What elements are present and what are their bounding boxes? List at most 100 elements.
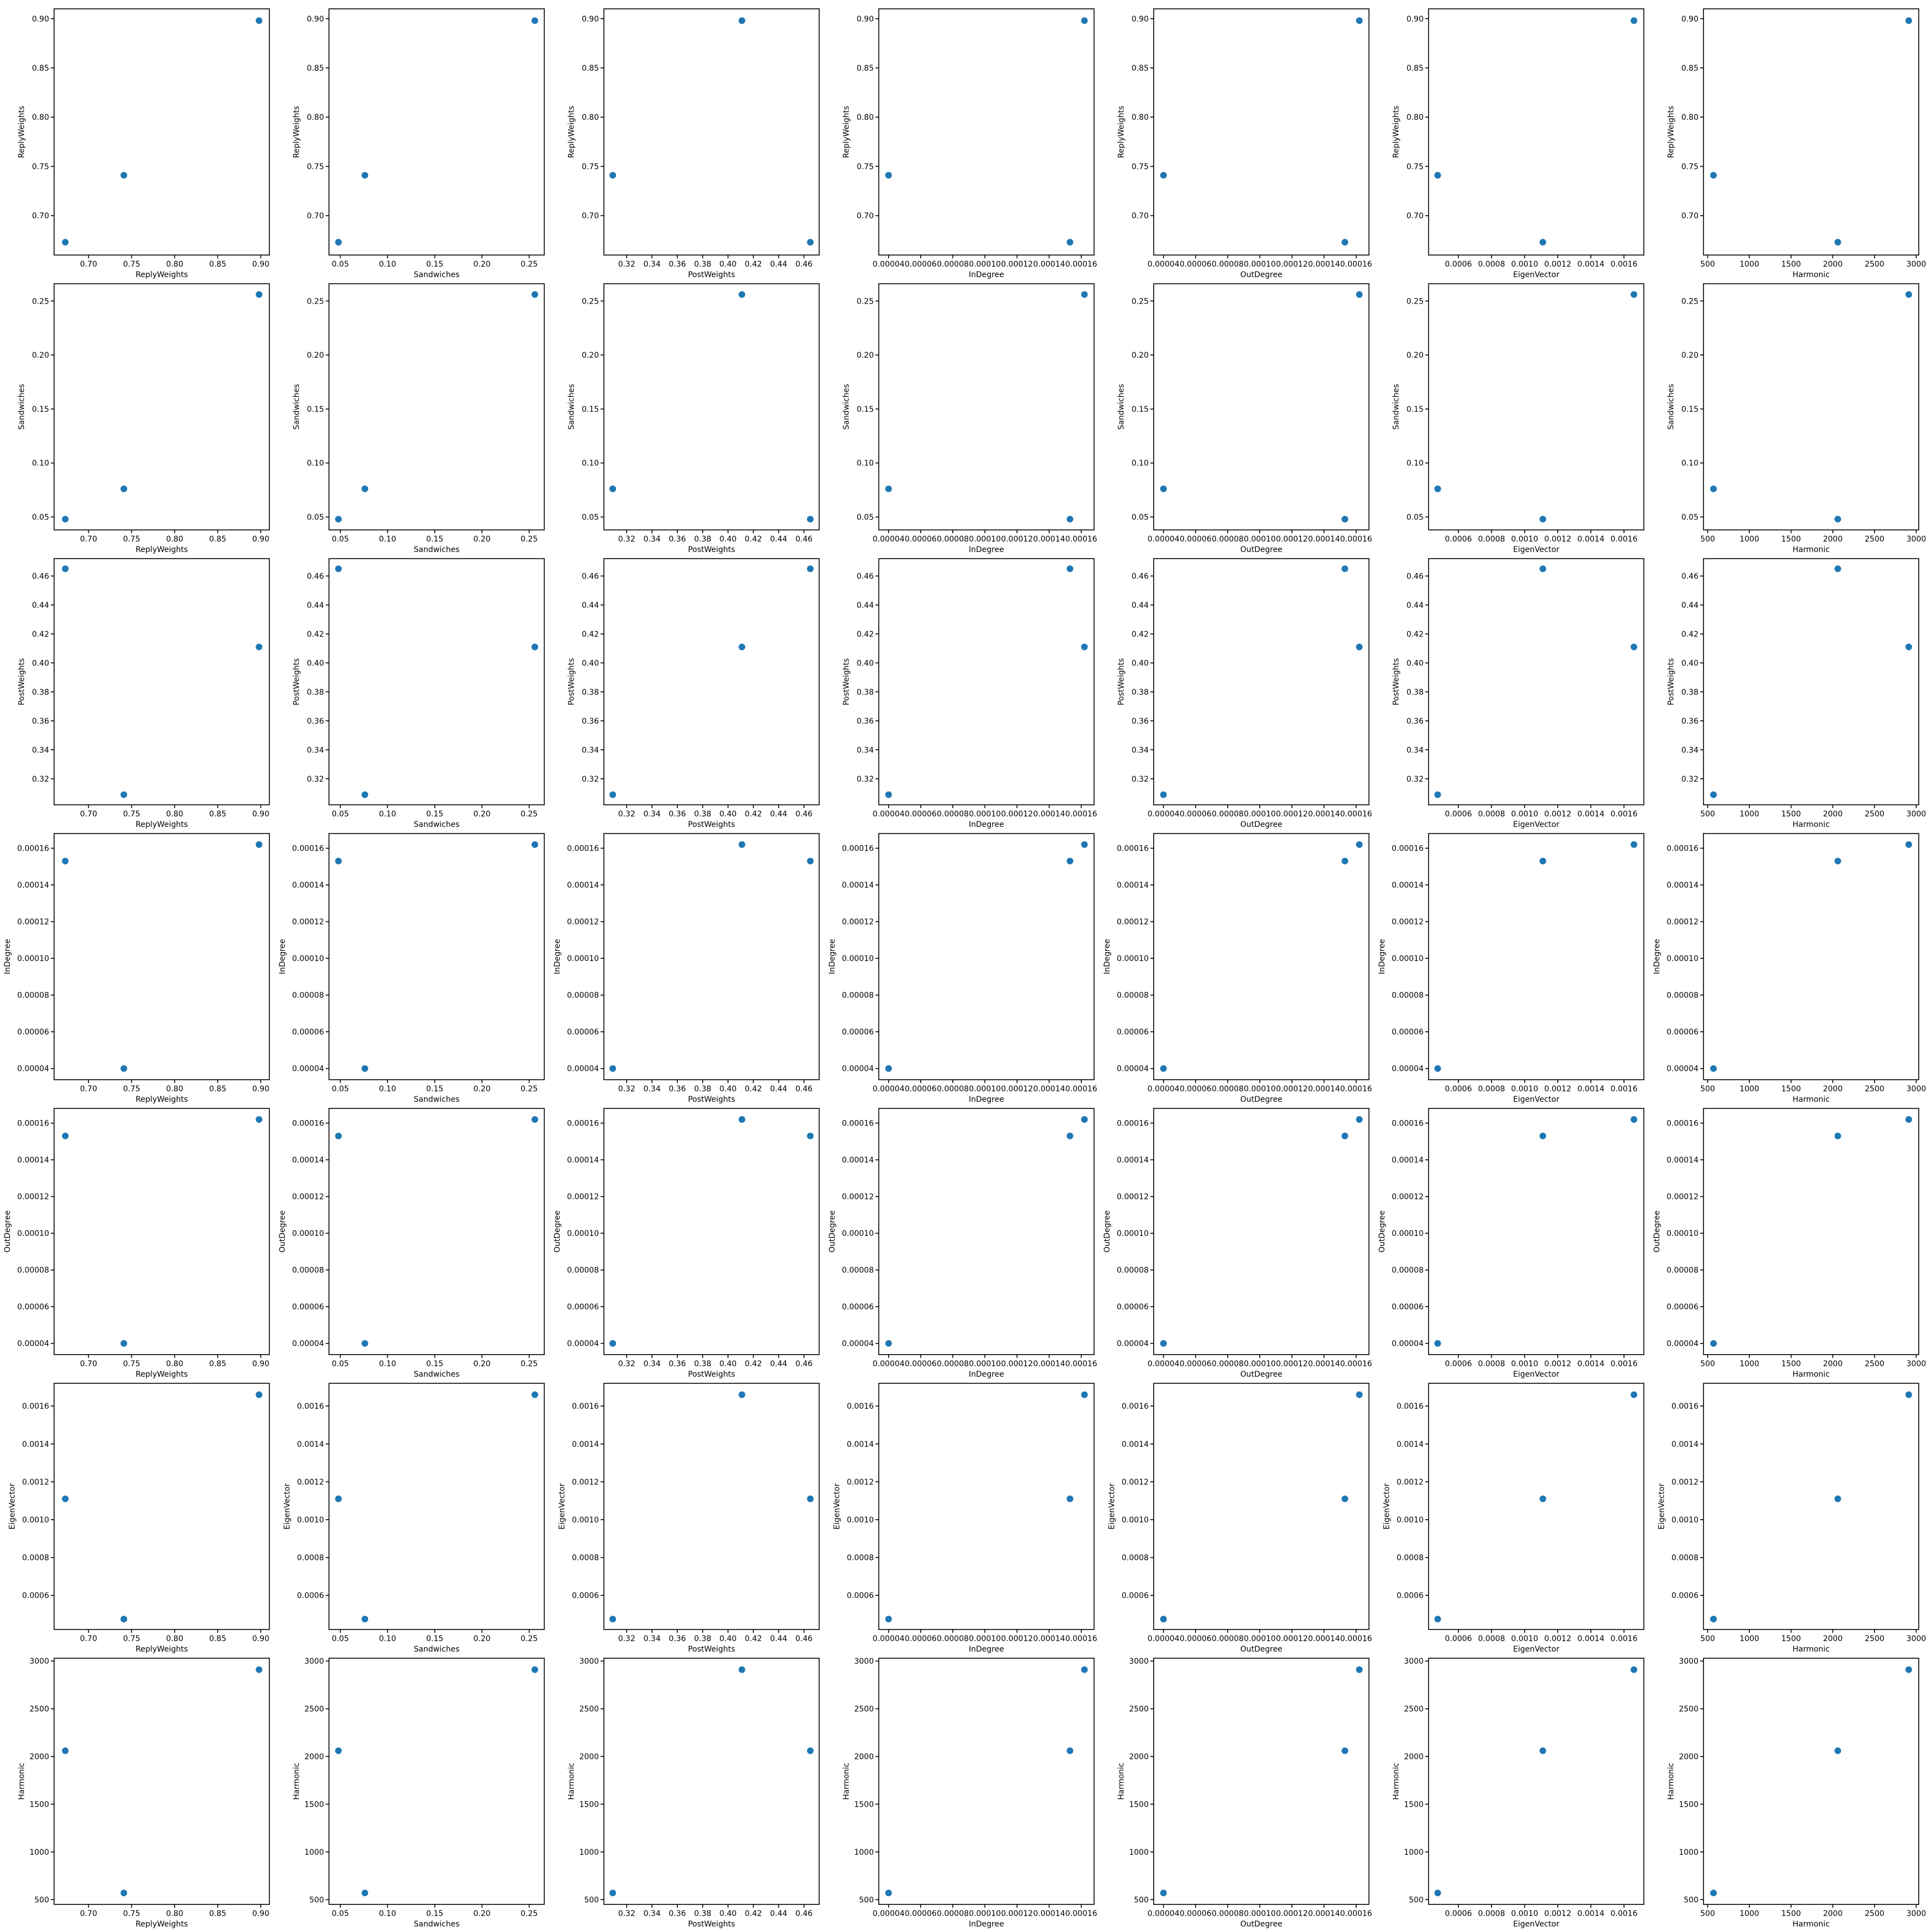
x-axis-label: Harmonic (1792, 1095, 1829, 1104)
subplot-eigen-vector-vs-sandwiches: 0.05 0.10 0.15 0.20 0.25 0.0006 0.0008 0.0010 0.… (283, 1383, 544, 1654)
x-tick-label: 0.75 (123, 1634, 140, 1643)
data-point (335, 858, 342, 864)
x-tick-label: 0.0012 (1544, 260, 1572, 269)
x-tick-label: 0.46 (795, 1909, 813, 1918)
y-tick-label: 0.0010 (22, 1516, 49, 1525)
y-tick-label: 0.34 (1406, 746, 1424, 755)
x-tick-label: 0.00008 (937, 1634, 969, 1643)
x-tick-label: 0.20 (474, 1360, 491, 1368)
x-tick-label: 0.00016 (1065, 1085, 1097, 1094)
x-tick-label: 0.70 (80, 810, 97, 819)
x-tick-label: 1000 (1739, 260, 1759, 269)
data-point (885, 1340, 892, 1347)
x-axis-label: EigenVector (1513, 1920, 1559, 1929)
y-axis-label: Sandwiches (1117, 384, 1126, 429)
data-point (739, 1392, 745, 1398)
y-tick-label: 0.70 (307, 212, 324, 221)
data-point (1356, 1116, 1363, 1123)
y-tick-label: 0.0006 (847, 1591, 874, 1600)
x-tick-label: 0.00004 (873, 260, 905, 269)
y-tick-label: 0.20 (1681, 351, 1699, 360)
data-point (1341, 565, 1348, 572)
data-point (256, 1116, 262, 1123)
axes-frame (1703, 1108, 1919, 1355)
x-tick-label: 0.40 (719, 810, 736, 819)
subplot-in-degree-vs-harmonic: 500 1000 1500 2000 2500 3000 0.00004 0.00006 0.0… (1653, 834, 1926, 1104)
data-point (362, 1340, 368, 1347)
x-tick-label: 0.00010 (1244, 1360, 1276, 1368)
y-tick-label: 0.85 (1132, 64, 1149, 73)
x-axis-label: ReplyWeights (136, 1645, 188, 1654)
x-tick-label: 1000 (1739, 1634, 1759, 1643)
y-tick-label: 0.34 (32, 746, 49, 755)
x-tick-label: 0.00014 (1033, 1085, 1065, 1094)
x-tick-label: 0.42 (745, 1634, 762, 1643)
data-point (1631, 841, 1637, 848)
y-tick-label: 0.40 (1132, 659, 1149, 668)
y-axis-label: PostWeights (1117, 658, 1126, 705)
data-point (1081, 841, 1088, 848)
data-point (1834, 565, 1841, 572)
data-point (1356, 17, 1363, 24)
x-tick-label: 0.0012 (1544, 1634, 1572, 1643)
y-axis-label: Sandwiches (18, 384, 26, 429)
x-tick-label: 0.0010 (1511, 260, 1538, 269)
x-tick-label: 0.85 (209, 260, 226, 269)
x-axis-label: Harmonic (1792, 1370, 1829, 1379)
x-tick-label: 3000 (1907, 810, 1926, 819)
data-point (1356, 841, 1363, 848)
x-tick-label: 0.32 (618, 260, 635, 269)
x-tick-label: 0.42 (745, 1909, 762, 1918)
axes-frame (879, 284, 1094, 530)
y-tick-label: 0.10 (1681, 459, 1699, 468)
x-axis-label: ReplyWeights (136, 1095, 188, 1104)
data-point (739, 17, 745, 24)
x-tick-label: 0.0012 (1544, 1360, 1572, 1368)
y-tick-label: 0.00004 (1666, 1065, 1699, 1074)
x-tick-label: 0.90 (252, 535, 269, 544)
y-tick-label: 0.46 (857, 572, 874, 581)
y-tick-label: 0.00016 (17, 845, 49, 853)
x-tick-label: 0.36 (668, 1360, 686, 1368)
y-tick-label: 0.00014 (842, 1156, 874, 1165)
y-tick-label: 0.00012 (1666, 918, 1699, 927)
y-axis-label: InDegree (828, 939, 837, 974)
subplot-out-degree-vs-reply-weights: 0.70 0.75 0.80 0.85 0.90 0.00004 0.00006 0.0000… (3, 1108, 269, 1379)
y-tick-label: 0.00014 (1666, 881, 1699, 890)
data-point (885, 1616, 892, 1622)
x-tick-label: 0.00012 (1276, 535, 1308, 544)
y-tick-label: 0.75 (1132, 162, 1149, 171)
data-point (532, 841, 538, 848)
y-tick-label: 0.44 (582, 601, 599, 610)
y-tick-label: 2000 (304, 1753, 324, 1761)
axes-frame (879, 1108, 1094, 1355)
x-tick-label: 2000 (1823, 1634, 1843, 1643)
x-tick-label: 0.05 (332, 1360, 349, 1368)
y-tick-label: 0.20 (1132, 351, 1149, 360)
data-point (609, 172, 616, 178)
axes-frame (1429, 1383, 1644, 1630)
subplot-reply-weights-vs-sandwiches: 0.05 0.10 0.15 0.20 0.25 0.70 0.75 0.80 0.85 0.90… (293, 9, 544, 279)
axes-frame (1154, 284, 1369, 530)
y-tick-label: 0.70 (1132, 212, 1149, 221)
x-tick-label: 0.38 (694, 1634, 711, 1643)
subplot-harmonic-vs-out-degree: 0.00004 0.00006 0.00008 0.00010 0.00012 0.000… (1117, 1657, 1372, 1929)
x-tick-label: 0.38 (694, 535, 711, 544)
y-tick-label: 0.00008 (842, 991, 874, 1000)
x-tick-label: 0.80 (166, 1360, 183, 1368)
y-tick-label: 0.40 (1406, 659, 1424, 668)
x-tick-label: 0.85 (209, 1085, 226, 1094)
x-tick-label: 0.00012 (1276, 1360, 1308, 1368)
y-tick-label: 0.05 (1681, 513, 1699, 522)
y-tick-label: 0.0008 (572, 1554, 599, 1563)
data-point (1834, 1495, 1841, 1502)
subplot-reply-weights-vs-out-degree: 0.00004 0.00006 0.00008 0.00010 0.00012 0.000… (1117, 9, 1372, 279)
x-tick-label: 0.0012 (1544, 535, 1572, 544)
y-axis-label: EigenVector (1107, 1483, 1116, 1530)
axes-frame (1154, 9, 1369, 255)
x-axis-label: Harmonic (1792, 545, 1829, 554)
y-tick-label: 0.0012 (847, 1478, 874, 1487)
y-tick-label: 0.00004 (17, 1065, 49, 1074)
x-tick-label: 0.10 (379, 810, 396, 819)
y-tick-label: 0.0008 (1122, 1554, 1149, 1563)
